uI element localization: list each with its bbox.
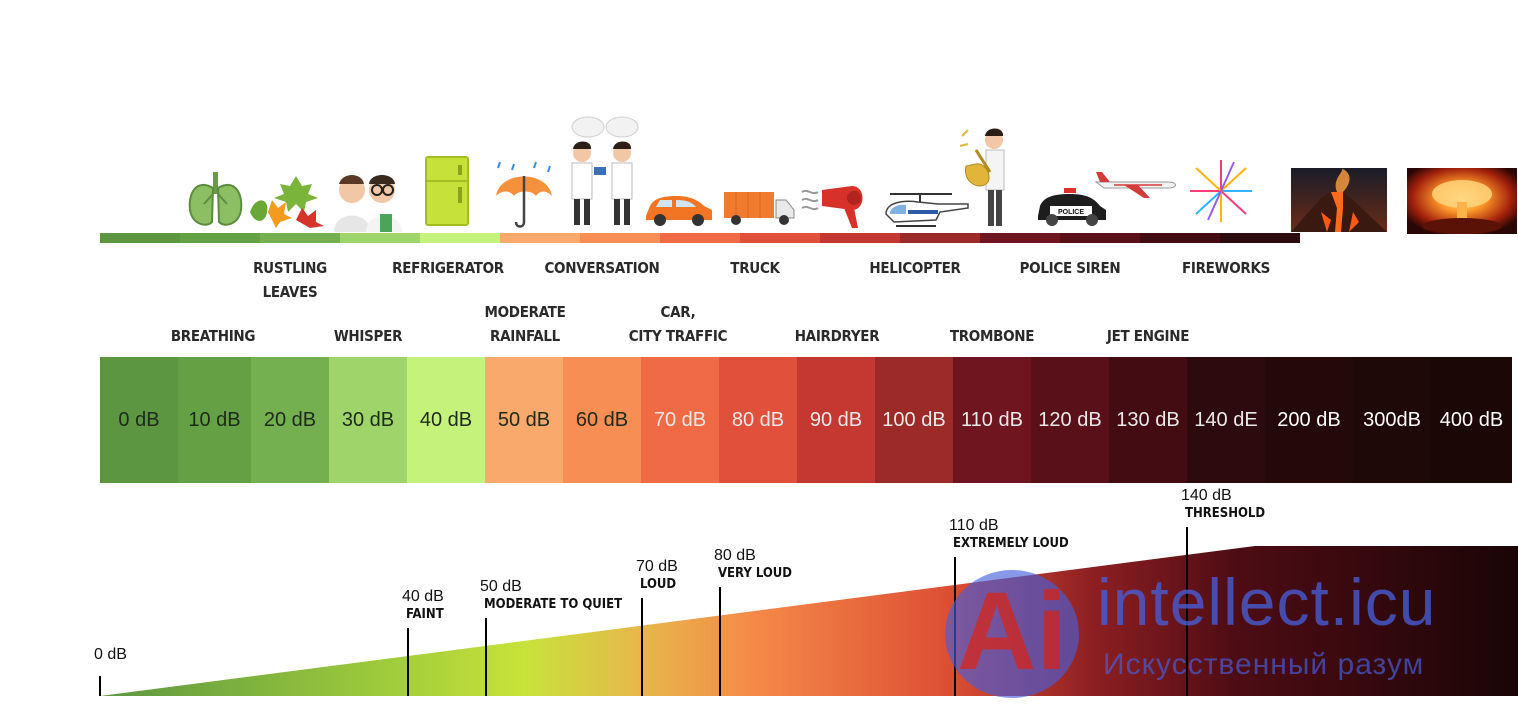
db-cell: 50 dB — [485, 357, 563, 483]
loudness-tick — [99, 676, 101, 696]
db-cell: 90 dB — [797, 357, 875, 483]
source-label: Jet engine — [1106, 327, 1190, 345]
source-label: Hairdryer — [794, 327, 880, 345]
watermark-logo — [945, 570, 1079, 698]
nuclear-explosion-icon — [1407, 168, 1517, 234]
db-cell: 400 dB — [1431, 357, 1512, 483]
loudness-value: 140 dB — [1181, 486, 1232, 504]
whisper-people-icon — [334, 175, 402, 232]
strip-segment — [260, 233, 340, 243]
db-cell: 60 dB — [563, 357, 641, 483]
loudness-tick — [641, 597, 643, 696]
db-cell: 70 dB — [641, 357, 719, 483]
loudness-level: Moderate to quiet — [484, 596, 623, 612]
strip-segment — [1060, 233, 1140, 243]
loudness-value: 0 dB — [94, 646, 127, 663]
conversation-people-icon — [571, 116, 639, 225]
db-cell: 110 dB — [953, 357, 1031, 483]
loudness-level: Extremely loud — [953, 535, 1069, 551]
strip-segment — [420, 233, 500, 243]
strip-segment — [340, 233, 420, 243]
strip-segment — [580, 233, 660, 243]
source-label: Helicopter — [869, 259, 961, 277]
source-label: Rustling leaves — [253, 259, 327, 301]
loudness-value: 70 dB — [636, 557, 678, 575]
loudness-wedge-shape — [100, 546, 1518, 696]
loudness-value: 40 dB — [402, 588, 444, 605]
jet-airplane-icon — [1094, 172, 1176, 198]
loudness-value: 50 dB — [480, 577, 522, 595]
db-cell: 0 dB — [100, 357, 178, 483]
loudness-level: Very loud — [718, 566, 793, 582]
db-cell: 10 dB — [178, 357, 251, 483]
umbrella-rain-icon — [496, 161, 552, 228]
source-label: Police siren — [1019, 259, 1121, 277]
hairdryer-icon — [801, 186, 863, 228]
source-label: Trombone — [949, 327, 1035, 345]
strip-segment — [180, 233, 260, 243]
source-label: Truck — [730, 259, 780, 277]
strip-segment — [100, 233, 180, 243]
police-car-icon: POLICE — [1038, 188, 1106, 226]
leaves-icon — [250, 176, 324, 228]
refrigerator-icon — [425, 156, 469, 226]
loudness-value: 80 dB — [714, 547, 756, 565]
db-cell: 120 dB — [1031, 357, 1109, 483]
strip-segment — [740, 233, 820, 243]
db-cell: 140 dE — [1187, 357, 1265, 483]
loudness-value: 110 dB — [949, 516, 999, 534]
watermark: Ai intellect.icu Искусственный разум — [945, 565, 1505, 700]
source-label: Breathing — [170, 327, 256, 345]
db-cell: 200 dB — [1265, 357, 1353, 483]
trombone-player-icon — [959, 128, 1005, 226]
strip-segment — [660, 233, 740, 243]
watermark-logo-text: Ai — [957, 570, 1067, 693]
source-label: Whisper — [333, 327, 403, 345]
strip-segment — [900, 233, 980, 243]
volcano-icon — [1291, 168, 1387, 232]
db-cell: 100 dB — [875, 357, 953, 483]
helicopter-icon — [885, 193, 969, 227]
loudness-tick — [719, 587, 721, 696]
watermark-site: intellect.icu — [1097, 565, 1437, 639]
source-label: Car, city traffic — [628, 303, 728, 345]
fireworks-icon — [1190, 160, 1252, 222]
loudness-tick — [1186, 526, 1188, 696]
loudness-tick — [485, 617, 487, 696]
truck-icon — [724, 192, 795, 225]
loudness-level: Faint — [406, 607, 444, 622]
noise-color-strip — [100, 233, 1300, 243]
db-cell: 300dB — [1353, 357, 1431, 483]
db-cell: 20 dB — [251, 357, 329, 483]
watermark-tagline: Искусственный разум — [1103, 648, 1425, 681]
lungs-icon — [188, 172, 243, 226]
decibel-scale: 0 dB 10 dB 20 dB 30 dB 40 dB 50 dB 60 dB 70 dB 8… — [100, 357, 1518, 483]
loudness-tick — [407, 628, 409, 696]
strip-segment — [1140, 233, 1220, 243]
strip-segment — [980, 233, 1060, 243]
svg-text:POLICE: POLICE — [1058, 209, 1084, 216]
db-cell: 40 dB — [407, 357, 485, 483]
db-cell: 130 dB — [1109, 357, 1187, 483]
strip-segment — [820, 233, 900, 243]
db-cell: 80 dB — [719, 357, 797, 483]
loudness-level: Threshold — [1185, 505, 1266, 521]
car-icon — [646, 196, 712, 226]
source-label: Moderate rainfall — [484, 303, 566, 345]
source-label: Refrigerator — [392, 259, 504, 277]
strip-segment — [1220, 233, 1300, 243]
loudness-level: Loud — [640, 576, 677, 592]
strip-segment — [500, 233, 580, 243]
db-cell: 30 dB — [329, 357, 407, 483]
source-label: Conversation — [544, 259, 660, 277]
source-label: Fireworks — [1181, 259, 1271, 277]
